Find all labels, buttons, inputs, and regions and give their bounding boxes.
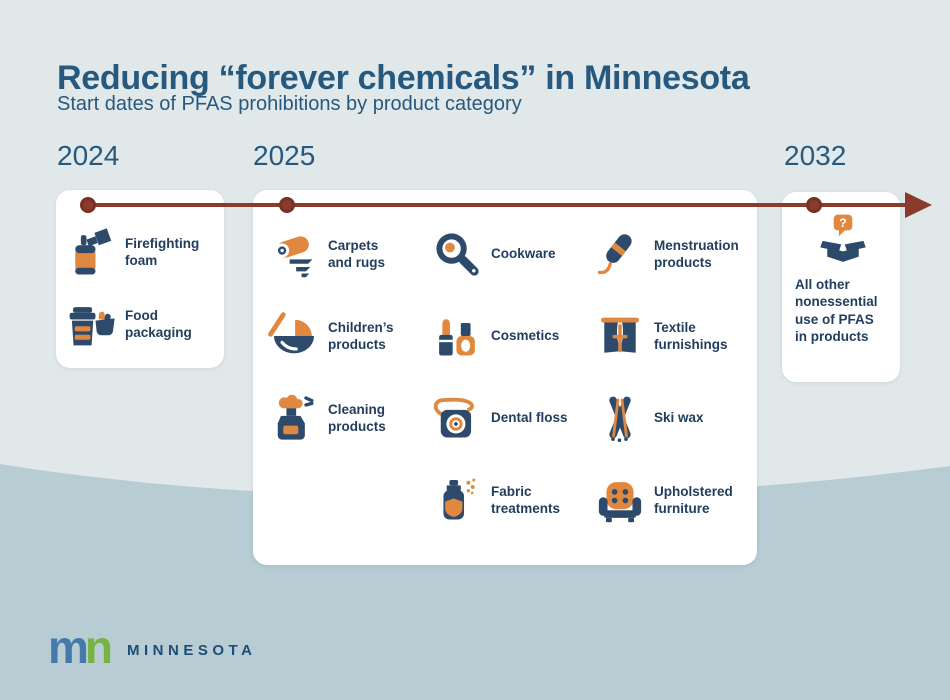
card-2032: All other nonessential use of PFAS in pr… [782, 192, 900, 382]
dental-floss-icon [428, 392, 486, 444]
card-2024-items: Firefighting foam Food packaging [56, 190, 224, 360]
product-label: Carpets and rugs [328, 237, 386, 270]
timeline-dot-2024 [80, 197, 96, 213]
fire-extinguisher-icon [62, 225, 120, 279]
product-label: Menstruation products [654, 237, 739, 270]
minnesota-wordmark: MINNESOTA [127, 641, 257, 659]
timeline-arrow-icon [905, 192, 932, 218]
curtains-icon [591, 310, 649, 362]
year-label-2025: 2025 [253, 140, 316, 171]
card-2025-items: Carpets and rugs Children’s products Cle… [253, 190, 757, 541]
product-item: Menstruation products [591, 213, 754, 295]
product-label: All other nonessential use of PFAS in pr… [795, 277, 878, 344]
minnesota-logo: mn MINNESOTA [48, 624, 256, 670]
product-label: Textile furnishings [654, 319, 728, 352]
timeline-dot-2032 [806, 197, 822, 213]
page-title: Reducing “forever chemicals” in Minnesot… [57, 58, 750, 97]
page-subtitle: Start dates of PFAS prohibitions by prod… [57, 93, 522, 115]
product-item: Textile furnishings [591, 295, 754, 377]
card-2025: Carpets and rugs Children’s products Cle… [253, 190, 757, 565]
product-label: Upholstered furniture [654, 483, 733, 516]
carpet-roll-icon [265, 228, 323, 280]
tampon-icon [591, 228, 649, 280]
product-item: Carpets and rugs [265, 213, 428, 295]
cosmetics-icon [428, 310, 486, 362]
mn-logo-icon: mn [48, 621, 113, 673]
product-item: Cleaning products [265, 377, 428, 459]
open-box-question-icon [814, 210, 872, 266]
product-label: Cookware [491, 246, 556, 262]
product-label: Fabric treatments [491, 483, 561, 516]
product-item: All other nonessential use of PFAS in pr… [795, 210, 890, 345]
product-item: Dental floss [428, 377, 591, 459]
product-column: Cookware Cosmetics Dental floss Fabric t… [428, 213, 591, 541]
product-item: Food packaging [62, 288, 220, 360]
product-item: Ski wax [591, 377, 754, 459]
product-label: Cleaning products [328, 401, 386, 434]
product-label: Ski wax [654, 410, 704, 426]
product-label: Firefighting foam [125, 235, 200, 268]
product-item: Upholstered furniture [591, 459, 754, 541]
product-item: Cookware [428, 213, 591, 295]
crossed-skis-icon [591, 392, 649, 444]
product-label: Dental floss [491, 410, 568, 426]
product-label: Cosmetics [491, 328, 560, 344]
product-item: Children’s products [265, 295, 428, 377]
year-label-2032: 2032 [784, 140, 847, 171]
food-packaging-icon [62, 297, 120, 351]
year-label-2024: 2024 [57, 140, 120, 171]
product-item: Firefighting foam [62, 216, 220, 288]
product-label: Food packaging [125, 307, 192, 340]
frying-pan-icon [428, 228, 486, 280]
fabric-spray-icon [428, 474, 486, 526]
spray-bottle-icon [265, 392, 323, 444]
card-2032-items: All other nonessential use of PFAS in pr… [782, 192, 900, 345]
product-column: Carpets and rugs Children’s products Cle… [265, 213, 428, 541]
product-item: Cosmetics [428, 295, 591, 377]
timeline-line [88, 203, 910, 207]
product-label: Children’s products [328, 319, 394, 352]
timeline-dot-2025 [279, 197, 295, 213]
product-column: Menstruation products Textile furnishing… [591, 213, 754, 541]
armchair-icon [591, 474, 649, 526]
baby-cradle-icon [265, 310, 323, 362]
card-2024: Firefighting foam Food packaging [56, 190, 224, 368]
product-item: Fabric treatments [428, 459, 591, 541]
